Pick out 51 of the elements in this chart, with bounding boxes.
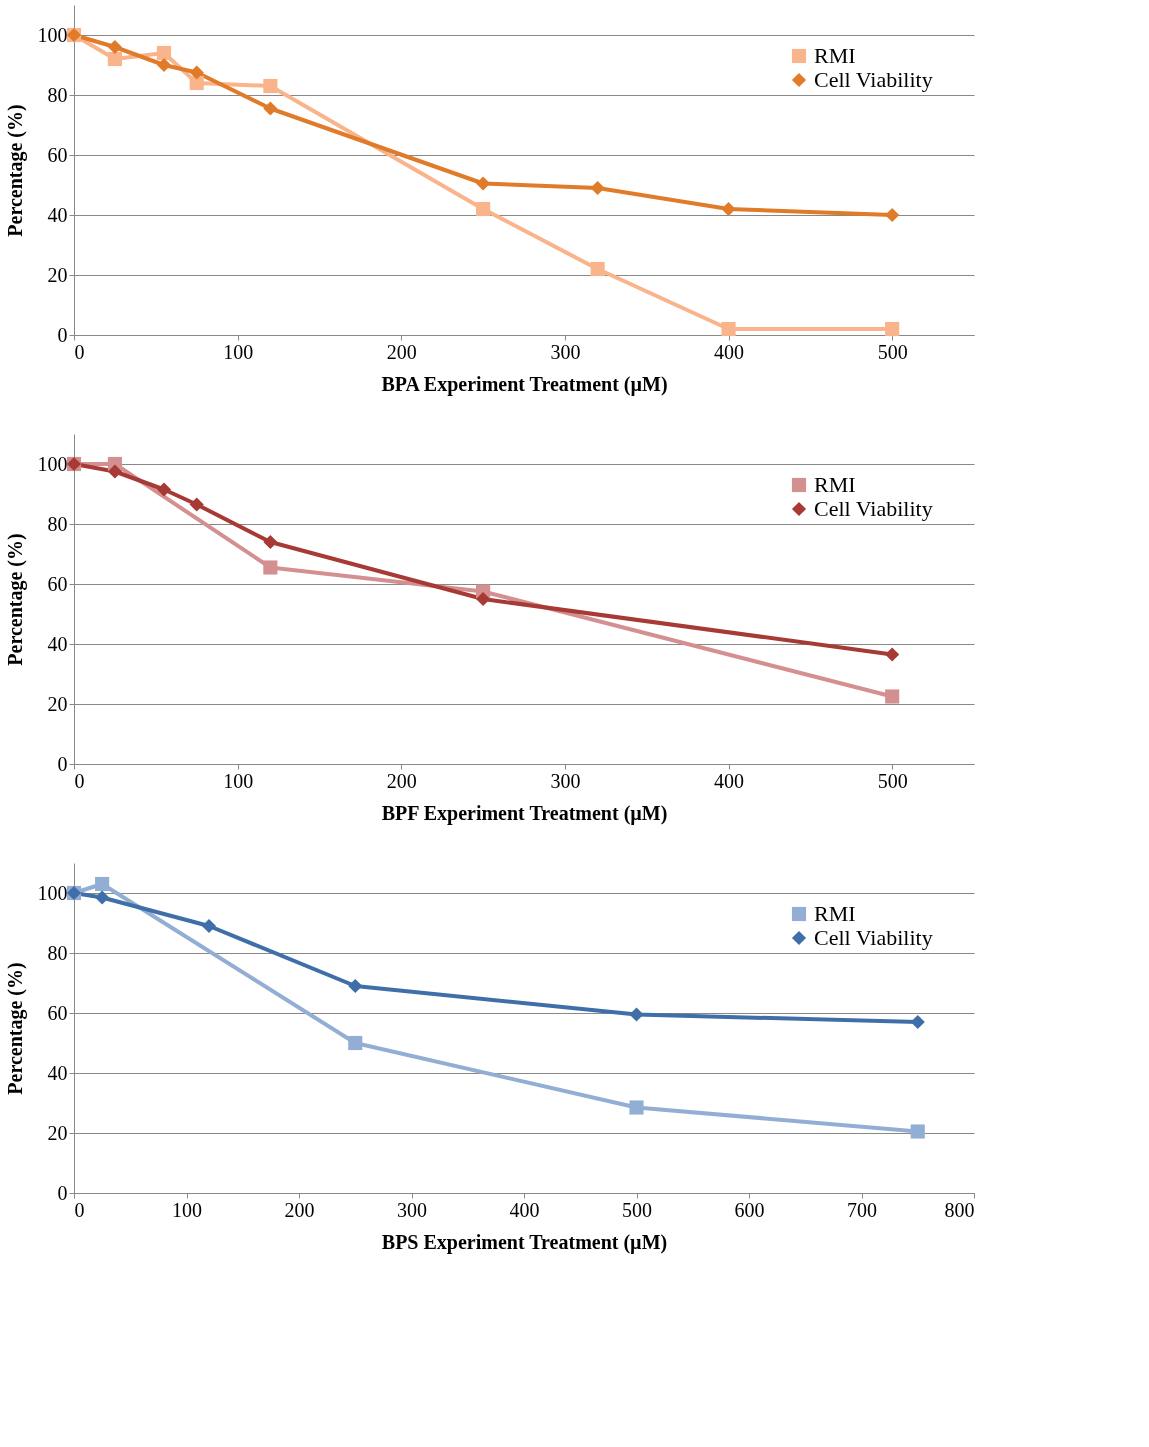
x-tick-label: 0 (74, 769, 85, 792)
y-tick-label: 0 (57, 323, 68, 346)
y-tick-label: 0 (57, 1181, 68, 1204)
legend-label: RMI (814, 901, 856, 926)
x-tick-label: 400 (509, 1198, 540, 1221)
x-tick-label: 300 (397, 1198, 427, 1221)
y-tick-label: 40 (47, 203, 68, 226)
legend-label: RMI (814, 43, 856, 68)
y-axis-title: Percentage (%) (3, 104, 27, 237)
y-tick-label: 100 (37, 452, 68, 475)
y-tick-label: 20 (47, 263, 68, 286)
y-axis-title: Percentage (%) (3, 962, 27, 1095)
y-tick-label: 0 (57, 752, 68, 775)
x-tick-label: 100 (172, 1198, 202, 1221)
legend-label: Cell Viability (814, 925, 933, 950)
y-tick-label: 40 (47, 1061, 68, 1084)
x-axis-title: BPF Experiment Treatment (µM) (381, 801, 668, 825)
x-tick-label: 200 (284, 1198, 315, 1221)
x-axis-title: BPS Experiment Treatment (µM) (381, 1230, 668, 1254)
x-tick-label: 500 (877, 340, 908, 363)
legend-label: Cell Viability (814, 67, 933, 92)
y-tick-label: 20 (47, 692, 68, 715)
y-tick-label: 60 (47, 143, 68, 166)
x-tick-label: 0 (74, 1198, 85, 1221)
y-tick-label: 80 (47, 512, 68, 535)
legend-label: Cell Viability (814, 496, 933, 521)
y-tick-label: 60 (47, 572, 68, 595)
y-tick-label: 80 (47, 83, 68, 106)
y-tick-label: 60 (47, 1001, 68, 1024)
x-tick-label: 100 (223, 340, 254, 363)
x-tick-label: 800 (944, 1198, 975, 1221)
y-tick-label: 100 (37, 881, 68, 904)
legend-label: RMI (814, 472, 856, 497)
y-tick-label: 20 (47, 1121, 68, 1144)
x-tick-label: 500 (877, 769, 908, 792)
x-tick-label: 0 (74, 340, 85, 363)
y-tick-label: 100 (37, 23, 68, 46)
y-tick-label: 80 (47, 941, 68, 964)
x-axis-title: BPA Experiment Treatment (µM) (381, 372, 668, 396)
x-tick-label: 300 (550, 769, 581, 792)
x-tick-label: 500 (622, 1198, 652, 1221)
x-tick-label: 700 (847, 1198, 877, 1221)
x-tick-label: 600 (734, 1198, 765, 1221)
x-tick-label: 400 (714, 769, 745, 792)
x-tick-label: 200 (386, 769, 417, 792)
x-tick-label: 200 (386, 340, 417, 363)
y-tick-label: 40 (47, 632, 68, 655)
x-tick-label: 400 (714, 340, 745, 363)
x-tick-label: 100 (223, 769, 254, 792)
x-tick-label: 300 (550, 340, 581, 363)
y-axis-title: Percentage (%) (3, 533, 27, 666)
